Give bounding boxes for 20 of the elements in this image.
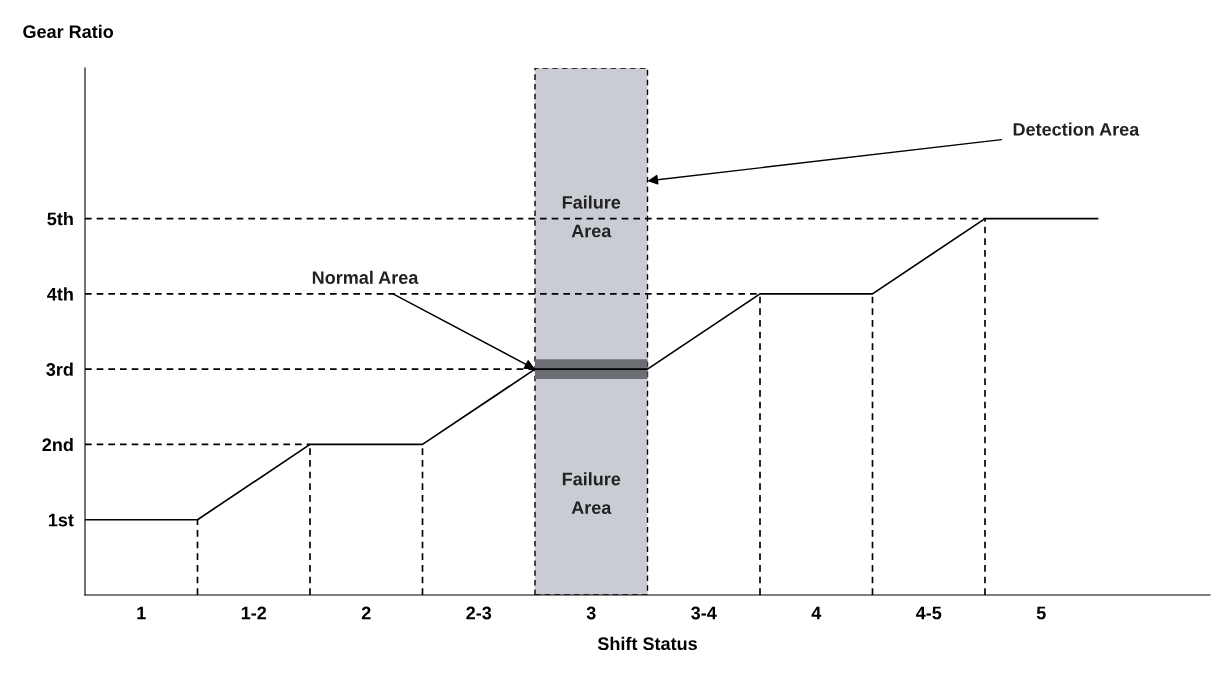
y-tick-label: 3rd xyxy=(46,362,73,376)
y-axis-title: Gear Ratio xyxy=(23,24,114,39)
y-tick-label: 4th xyxy=(47,287,73,301)
x-tick-label: 3-4 xyxy=(691,606,717,620)
x-axis-title: Shift Status xyxy=(597,636,697,651)
annotation: Detection Area xyxy=(1013,122,1140,136)
x-tick-label: 1 xyxy=(137,606,146,620)
x-tick-label: 2-3 xyxy=(466,606,492,620)
annotation: Failure Area xyxy=(562,195,621,238)
y-tick-label: 5th xyxy=(47,212,73,226)
x-tick-label: 4-5 xyxy=(915,606,942,620)
annotation: Normal Area xyxy=(312,270,419,284)
x-tick-label: 4 xyxy=(811,606,822,620)
x-tick-label: 1-2 xyxy=(241,606,267,620)
y-tick-label: 1st xyxy=(48,513,74,527)
x-tick-label: 2 xyxy=(361,606,371,620)
x-tick-label: 3 xyxy=(586,606,596,620)
annotation: Failure Area xyxy=(562,472,621,515)
x-tick-label: 5 xyxy=(1036,606,1046,620)
y-tick-label: 2nd xyxy=(42,437,73,452)
